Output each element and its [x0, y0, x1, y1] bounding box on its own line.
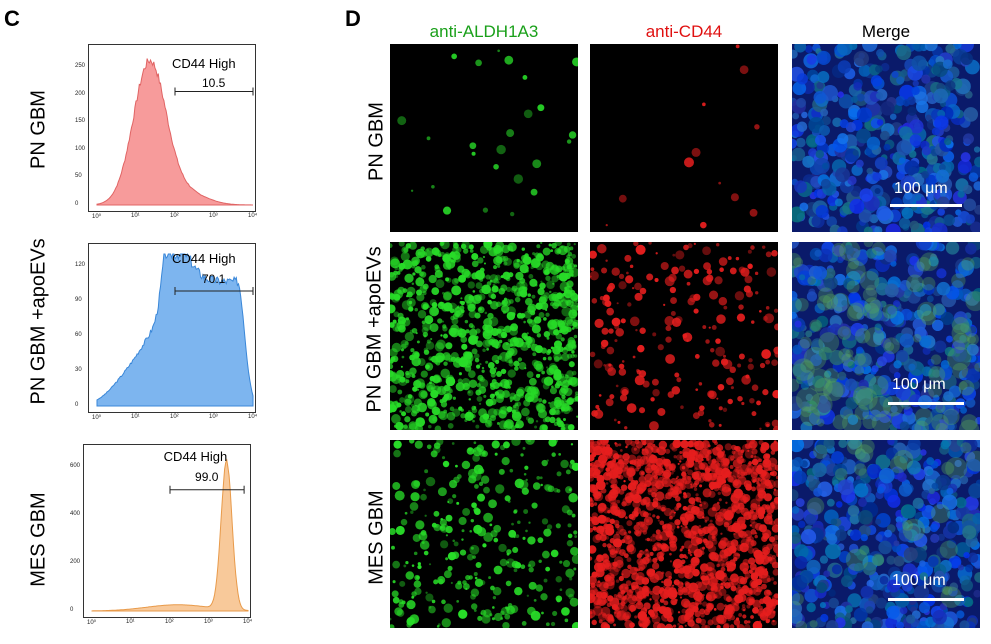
panel-c-row-label-3: MES GBM [27, 492, 50, 587]
scale-bar-label: 100 μm [892, 376, 946, 393]
panel-d-row-label-2: PN GBM +apoEVs [363, 246, 386, 413]
micrograph-pn-gbm-apoevs-aldh1a3 [390, 242, 578, 430]
micrograph-texture [590, 440, 778, 628]
x-tick-label: 10¹ [131, 414, 140, 420]
x-tick-label: 10¹ [126, 619, 135, 625]
x-tick-label: 10⁰ [92, 415, 102, 421]
micrograph-pn-gbm-cd44 [590, 44, 778, 232]
x-tick-label: 10² [165, 619, 174, 625]
histogram-mes-gbm: CD44 High 99.0 0 200 400 600 10⁰ 10¹ 10² 10³ 10⁴ [70, 444, 252, 626]
panel-c-letter: C [4, 6, 20, 31]
micrograph-texture [605, 44, 760, 229]
x-tick-label: 10⁴ [248, 213, 258, 219]
x-tick-label: 10² [170, 213, 179, 219]
y-tick-label: 600 [70, 463, 81, 470]
gate-label: CD44 High [163, 449, 228, 465]
micrograph-texture [390, 242, 578, 430]
panel-d-row-label-3: MES GBM [365, 490, 388, 585]
y-tick-label: 120 [75, 262, 86, 269]
column-header-cd44: anti-CD44 [645, 22, 723, 41]
micrograph-texture [397, 49, 578, 217]
micrograph-pn-gbm-aldh1a3 [390, 44, 578, 232]
x-tick-label: 10² [170, 414, 179, 420]
y-tick-label: 60 [75, 332, 82, 339]
y-tick-label: 200 [75, 90, 86, 97]
column-header-merge: Merge [861, 22, 911, 41]
micrograph-texture [792, 440, 980, 628]
micrograph-texture [792, 44, 980, 232]
y-tick-label: 250 [75, 63, 86, 69]
panel-c-row-label-1: PN GBM [27, 90, 50, 169]
histogram-area [96, 58, 253, 206]
x-tick-label: 10⁴ [248, 414, 258, 420]
panel-c-row-label-2: PN GBM +apoEVs [27, 238, 50, 405]
x-tick-label: 10⁰ [92, 214, 102, 220]
micrograph-pn-gbm-merge: 100 μm [792, 44, 980, 232]
micrograph-texture [590, 242, 778, 430]
micrograph-mes-gbm-aldh1a3 [390, 440, 578, 628]
scale-bar-label: 100 μm [892, 572, 946, 589]
y-tick-label: 30 [75, 367, 82, 374]
y-tick-label: 0 [75, 201, 79, 207]
x-tick-label: 10¹ [131, 213, 140, 219]
micrograph-mes-gbm-cd44 [590, 440, 778, 628]
x-tick-label: 10³ [209, 213, 218, 219]
histogram-pn-gbm: CD44 High 10.5 0 50 100 150 200 250 10⁰ 10¹ 10² 10³… [75, 44, 257, 220]
histogram-area [91, 458, 249, 612]
scale-bar [888, 598, 964, 601]
y-tick-label: 100 [75, 145, 86, 152]
x-tick-label: 10⁴ [243, 619, 253, 625]
micrograph-pn-gbm-apoevs-merge: 100 μm [792, 242, 980, 430]
micrograph-mes-gbm-merge: 100 μm [792, 440, 980, 628]
panel-d-row-label-1: PN GBM [365, 102, 388, 181]
scale-bar [890, 204, 962, 207]
micrograph-pn-gbm-apoevs-cd44 [590, 242, 778, 430]
panel-d-letter: D [345, 6, 361, 31]
x-tick-label: 10⁰ [87, 620, 97, 626]
y-tick-label: 150 [75, 118, 86, 125]
micrograph-texture [390, 440, 578, 628]
gate-value: 99.0 [195, 469, 219, 484]
scale-bar-label: 100 μm [894, 180, 948, 197]
y-tick-label: 50 [75, 173, 82, 180]
x-tick-label: 10³ [204, 619, 213, 625]
scale-bar [888, 402, 964, 405]
micrograph-texture [792, 242, 980, 430]
x-tick-label: 10³ [209, 414, 218, 420]
gate-value: 70.1 [202, 271, 226, 286]
gate-value: 10.5 [202, 75, 226, 90]
y-tick-label: 90 [75, 297, 82, 304]
y-tick-label: 400 [70, 511, 81, 518]
histogram-area [96, 253, 254, 407]
y-tick-label: 200 [70, 559, 81, 566]
histogram-pn-gbm-apoevs: CD44 High 70.1 0 30 60 90 120 10⁰ 10¹ 10² 10³ 10⁴ [75, 243, 257, 421]
gate-label: CD44 High [172, 251, 236, 267]
y-tick-label: 0 [70, 607, 74, 613]
gate-label: CD44 High [172, 55, 236, 71]
column-header-aldh1a3: anti-ALDH1A3 [429, 22, 539, 41]
y-tick-label: 0 [75, 402, 79, 408]
